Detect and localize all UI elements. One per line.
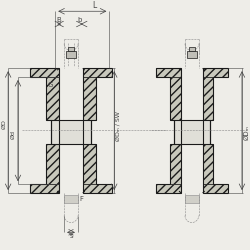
Text: G: G: [48, 82, 53, 88]
Bar: [189, 47, 195, 50]
Bar: [187, 50, 197, 58]
Bar: [170, 77, 181, 120]
Bar: [30, 184, 59, 193]
Bar: [46, 77, 59, 120]
Text: ØDₘ / SW: ØDₘ / SW: [115, 111, 120, 141]
Text: L: L: [92, 1, 97, 10]
Bar: [83, 68, 112, 77]
Bar: [170, 144, 181, 184]
Bar: [203, 68, 228, 77]
Bar: [83, 77, 96, 120]
Bar: [156, 184, 181, 193]
Text: B: B: [57, 17, 62, 23]
Bar: [156, 68, 181, 77]
Text: b: b: [78, 17, 82, 23]
Bar: [185, 195, 199, 203]
Bar: [83, 184, 112, 193]
Bar: [174, 120, 210, 144]
Text: ØD: ØD: [1, 119, 6, 129]
Bar: [203, 77, 213, 120]
Bar: [30, 68, 59, 77]
Bar: [203, 184, 228, 193]
Bar: [64, 195, 78, 203]
Text: F: F: [80, 196, 84, 202]
Text: s: s: [69, 233, 73, 239]
Bar: [83, 144, 96, 184]
Bar: [68, 47, 74, 50]
Bar: [51, 120, 91, 144]
Bar: [66, 50, 76, 58]
Bar: [203, 144, 213, 184]
Text: ØDₘ: ØDₘ: [244, 124, 250, 140]
Text: Ød: Ød: [11, 130, 16, 138]
Bar: [46, 144, 59, 184]
